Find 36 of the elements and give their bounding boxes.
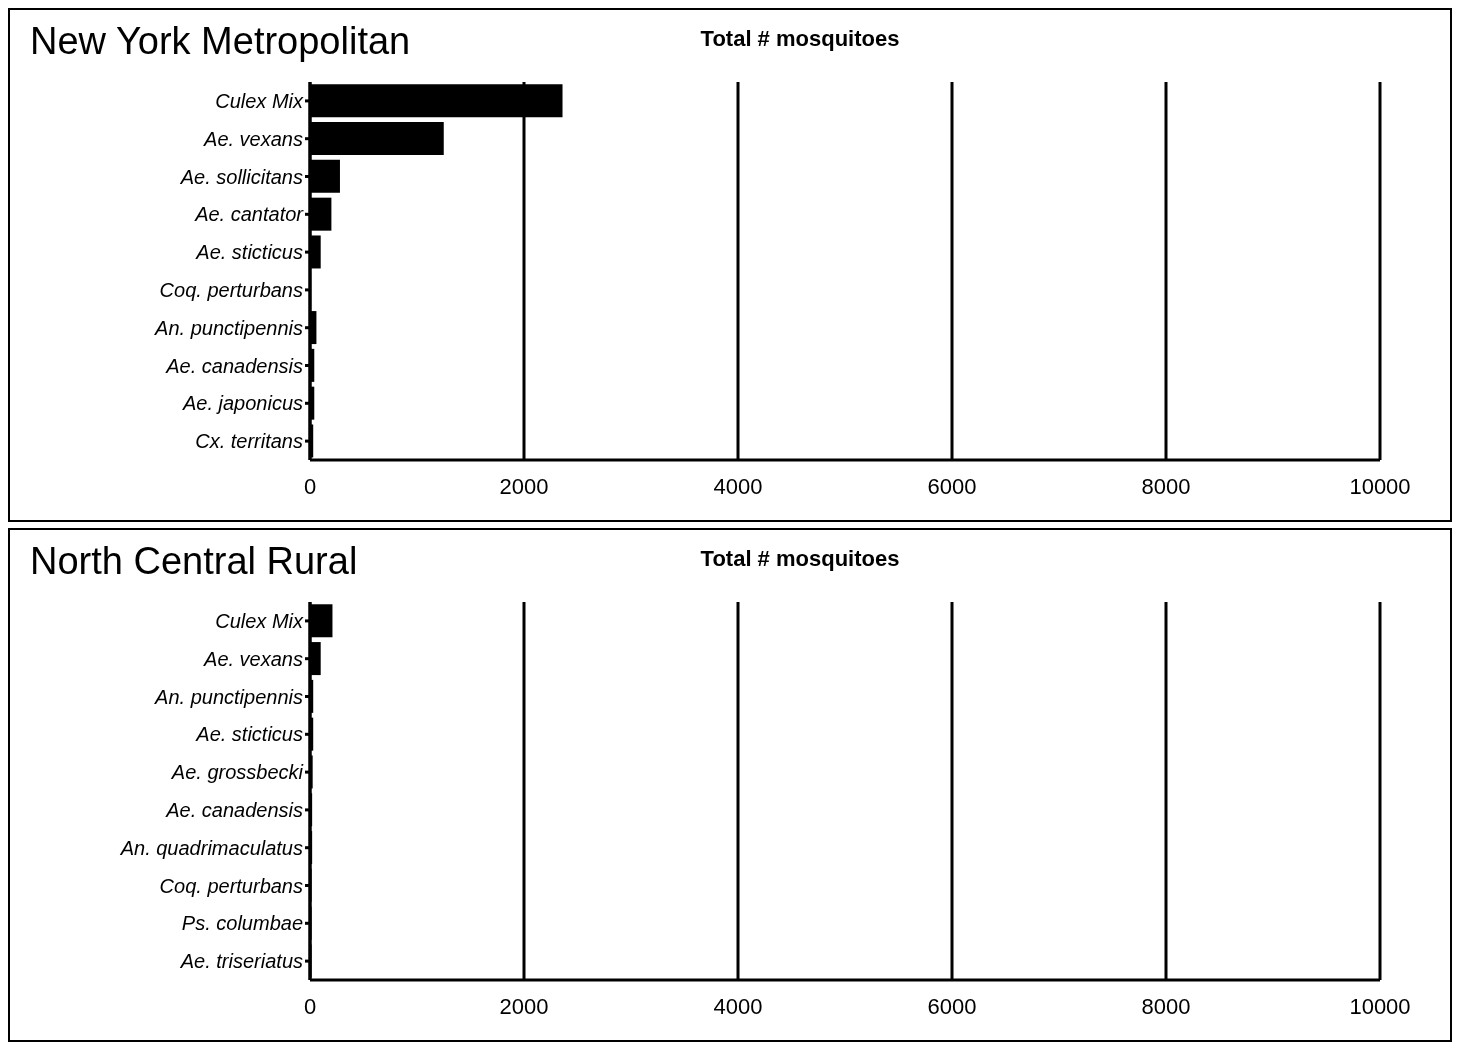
y-tick-label: Ae. cantator bbox=[194, 203, 305, 226]
y-tick-label: Ae. japonicus bbox=[181, 392, 303, 415]
y-tick-label: Cx. territans bbox=[195, 430, 303, 453]
y-tick-label: Ps. columbae bbox=[181, 912, 303, 935]
x-tick-label: 0 bbox=[303, 993, 317, 1019]
y-tick-label: Culex Mix bbox=[215, 610, 304, 632]
x-tick-label: 4000 bbox=[713, 993, 763, 1019]
y-tick-label: Ae. grossbecki bbox=[170, 761, 304, 784]
x-tick-label: 8000 bbox=[1141, 993, 1191, 1019]
x-tick-label: 6000 bbox=[927, 473, 977, 499]
x-tick-label: 10000 bbox=[1349, 993, 1411, 1019]
y-tick-label: An. quadrimaculatus bbox=[119, 836, 303, 859]
chart-title: North Central Rural bbox=[30, 540, 358, 583]
y-tick-label: Ae. vexans bbox=[203, 647, 303, 670]
y-tick-label: Coq. perturbans bbox=[159, 279, 303, 301]
y-tick-label: An. punctipennis bbox=[154, 316, 303, 339]
y-tick-label: Ae. sticticus bbox=[195, 723, 303, 746]
y-tick-label: Culex Mix bbox=[215, 90, 304, 112]
chart-subtitle: Total # mosquitoes bbox=[699, 26, 901, 52]
chart-title: New York Metropolitan bbox=[30, 20, 411, 63]
x-tick-label: 2000 bbox=[499, 993, 549, 1019]
y-tick-label: Coq. perturbans bbox=[159, 874, 303, 897]
y-tick-label: Ae. sollicitans bbox=[179, 165, 303, 188]
x-tick-label: 10000 bbox=[1349, 473, 1411, 499]
y-tick-label: Ae. triseriatus bbox=[179, 950, 303, 973]
y-tick-label: Ae. sticticus bbox=[195, 241, 303, 264]
y-tick-label: Ae. vexans bbox=[203, 127, 303, 150]
x-tick-label: 2000 bbox=[499, 473, 549, 499]
x-tick-label: 0 bbox=[303, 473, 317, 499]
x-tick-label: 6000 bbox=[927, 993, 977, 1019]
chart-subtitle: Total # mosquitoes bbox=[699, 546, 901, 572]
y-tick-label: An. punctipennis bbox=[154, 685, 303, 708]
x-tick-label: 4000 bbox=[713, 473, 763, 499]
y-tick-label: Ae. canadensis bbox=[165, 354, 303, 377]
y-tick-label: Ae. canadensis bbox=[165, 799, 303, 821]
x-tick-label: 8000 bbox=[1141, 473, 1191, 499]
